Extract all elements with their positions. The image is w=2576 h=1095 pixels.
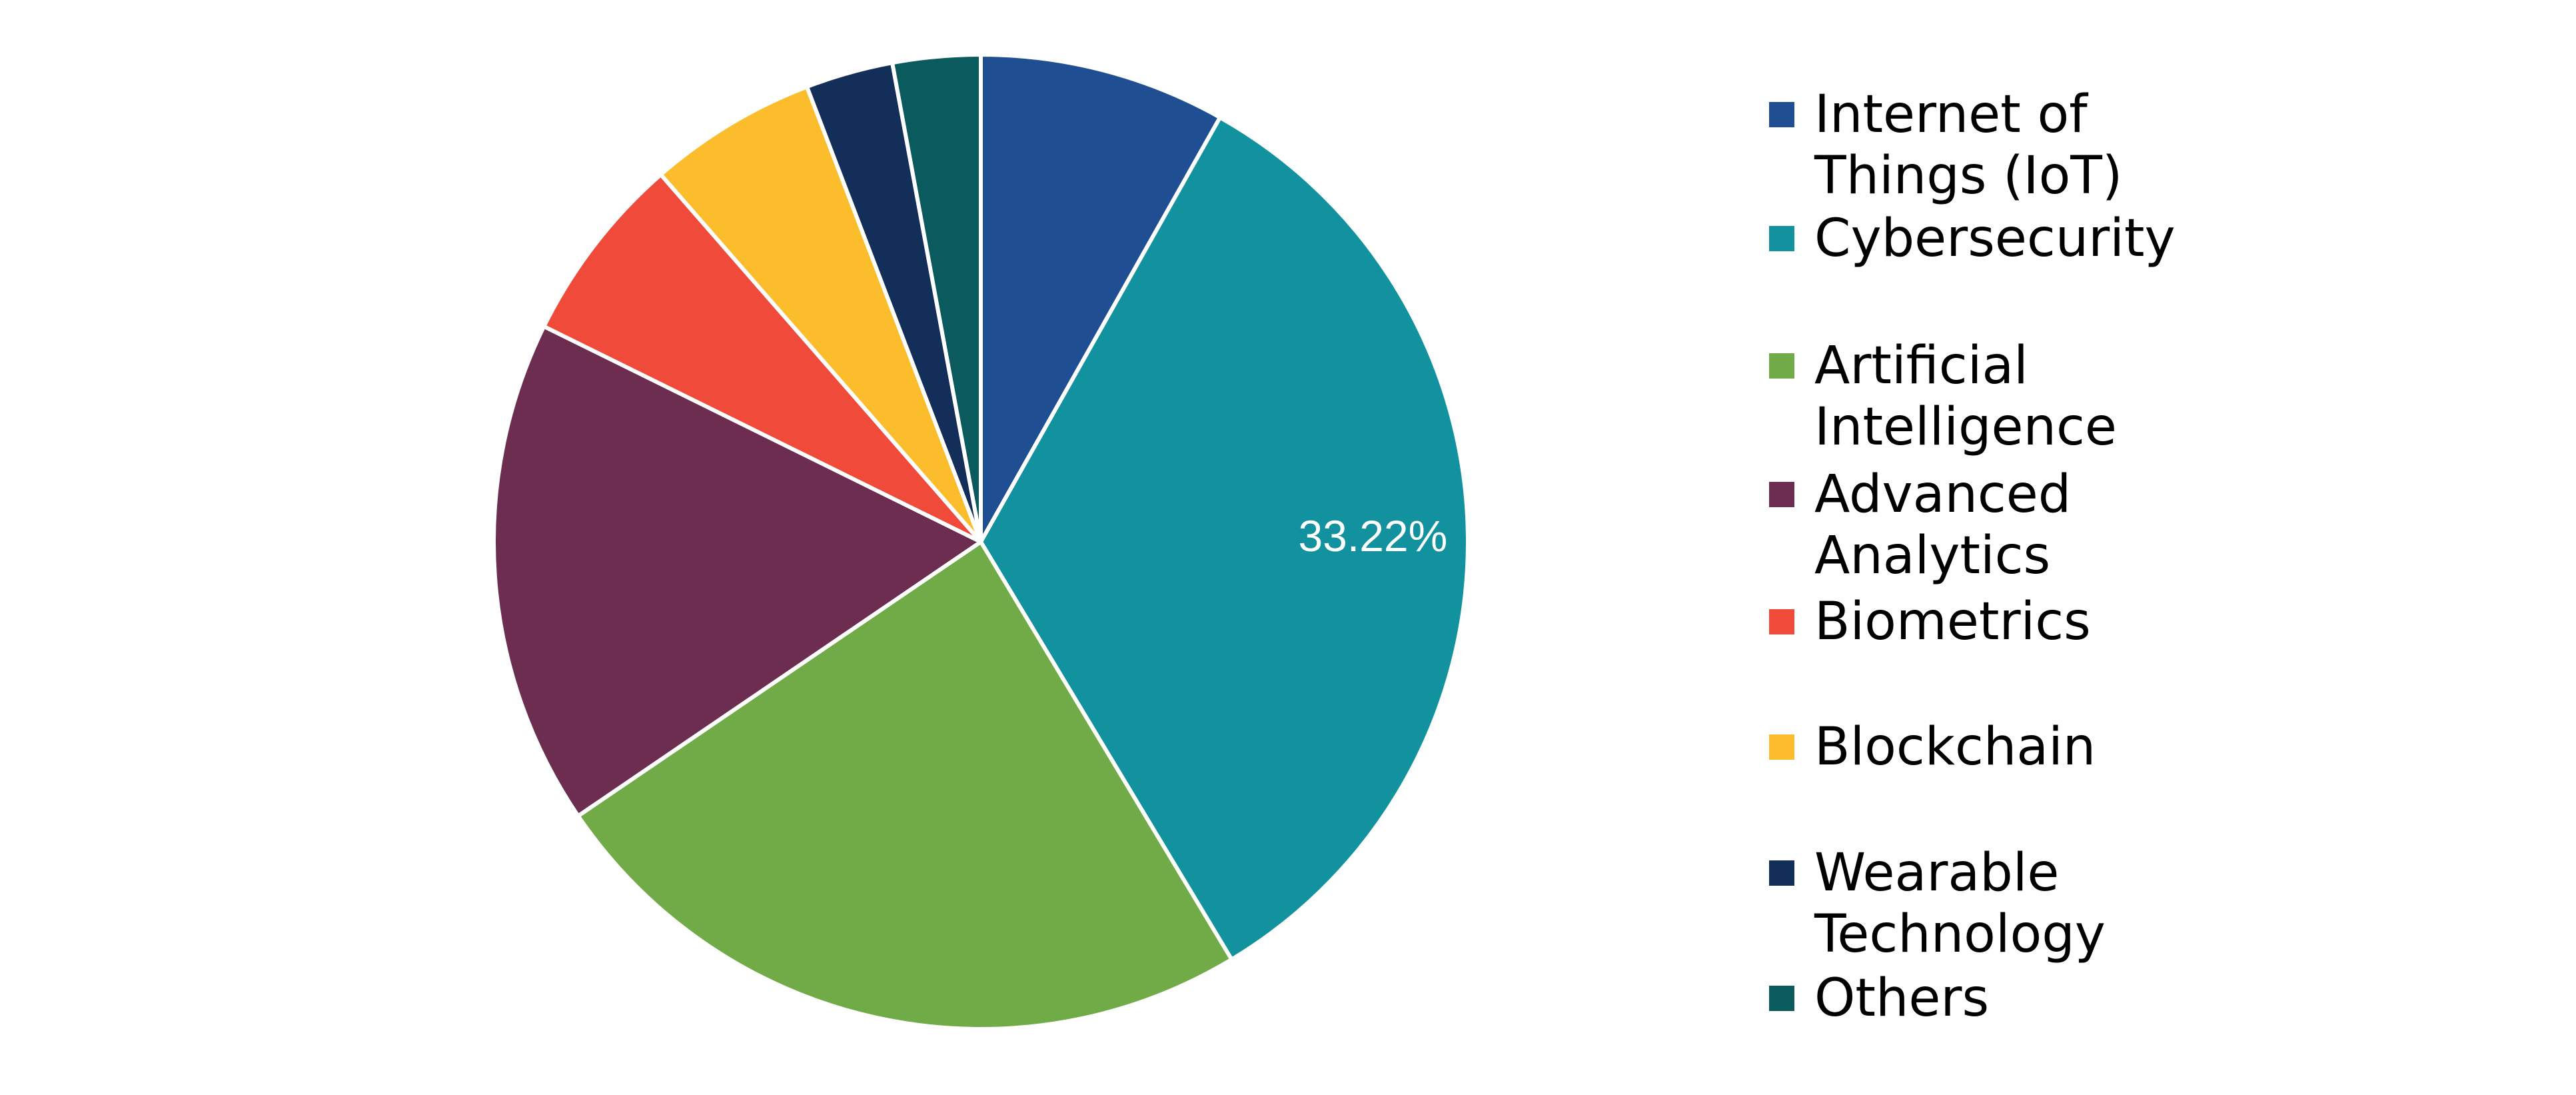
legend-item: Others — [1769, 968, 2535, 1029]
legend-label: Biometrics — [1814, 592, 2091, 652]
legend-label: Others — [1814, 968, 1990, 1028]
legend-label: Artificial Intelligence — [1814, 336, 2117, 457]
legend-item: Wearable Technology — [1769, 842, 2535, 965]
legend-swatch — [1769, 226, 1794, 251]
legend-label: Wearable Technology — [1814, 843, 2106, 964]
legend-swatch — [1769, 102, 1794, 127]
legend: Internet of Things (IoT) Cybersecurity Art… — [1769, 0, 2569, 1095]
legend-label: Cybersecurity — [1814, 209, 2176, 269]
legend-label: Internet of Things (IoT) — [1814, 85, 2123, 206]
legend-item: Advanced Analytics — [1769, 464, 2535, 586]
legend-label: Blockchain — [1814, 717, 2096, 777]
legend-item: Cybersecurity — [1769, 208, 2535, 269]
legend-swatch — [1769, 353, 1794, 379]
pie-slice-cybersecurity — [979, 115, 1470, 962]
legend-item: Biometrics — [1769, 591, 2535, 652]
legend-swatch — [1769, 609, 1794, 634]
data-label: 33.22% — [1298, 511, 1447, 560]
legend-swatch — [1769, 860, 1794, 886]
pie-slice-artificial-intelligence — [576, 540, 1234, 1031]
pie-slice-biometrics — [542, 172, 983, 544]
legend-swatch — [1769, 986, 1794, 1011]
legend-label: Advanced Analytics — [1814, 465, 2072, 586]
legend-item: Internet of Things (IoT) — [1769, 84, 2535, 207]
pie-slice-blockchain — [658, 85, 983, 544]
legend-swatch — [1769, 482, 1794, 507]
legend-item: Artificial Intelligence — [1769, 335, 2535, 458]
pie-slice-internet-of-things-iot — [979, 53, 1222, 544]
legend-item: Blockchain — [1769, 716, 2535, 778]
legend-swatch — [1769, 734, 1794, 760]
pie-slice-others — [890, 53, 983, 544]
pie-slice-advanced-analytics — [492, 324, 983, 818]
